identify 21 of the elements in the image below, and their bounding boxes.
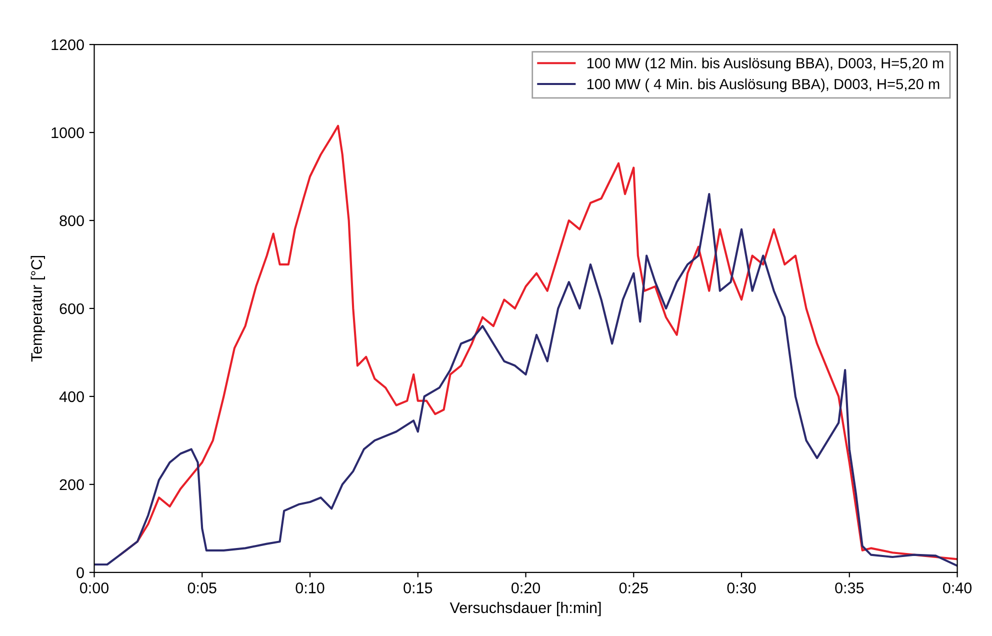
- x-tick-label: 0:40: [943, 582, 972, 594]
- x-tick-label: 0:20: [511, 582, 540, 594]
- y-tick-label: 800: [60, 215, 84, 226]
- y-tick-label: 400: [59, 391, 84, 402]
- x-tick-label: 0:30: [727, 582, 756, 594]
- y-axis-title: Temperatur [°C]: [30, 256, 45, 362]
- y-tick-label: 1000: [52, 127, 84, 138]
- y-tick-label: 0: [76, 567, 84, 578]
- line-series: [94, 193, 958, 567]
- legend-label: 100 MW ( 4 Min. bis Auslösung BBA), D003, H=5,20 m: [587, 78, 940, 92]
- legend-label: 100 MW (12 Min. bis Auslösung BBA), D003, H=5,20 m: [587, 58, 944, 72]
- x-tick-label: 0:10: [296, 582, 324, 594]
- x-tick-label: 0:00: [80, 582, 109, 594]
- y-tick-label: 200: [60, 479, 84, 490]
- x-tick-label: 0:25: [619, 582, 648, 594]
- y-tick-label: 1200: [52, 39, 84, 50]
- y-tick-label: 600: [60, 303, 84, 314]
- x-tick-label: 0:15: [404, 582, 432, 594]
- x-axis-title: Versuchsdauer [h:min]: [450, 602, 601, 616]
- x-tick-label: 0:35: [835, 582, 864, 594]
- x-tick-label: 0:05: [188, 582, 216, 594]
